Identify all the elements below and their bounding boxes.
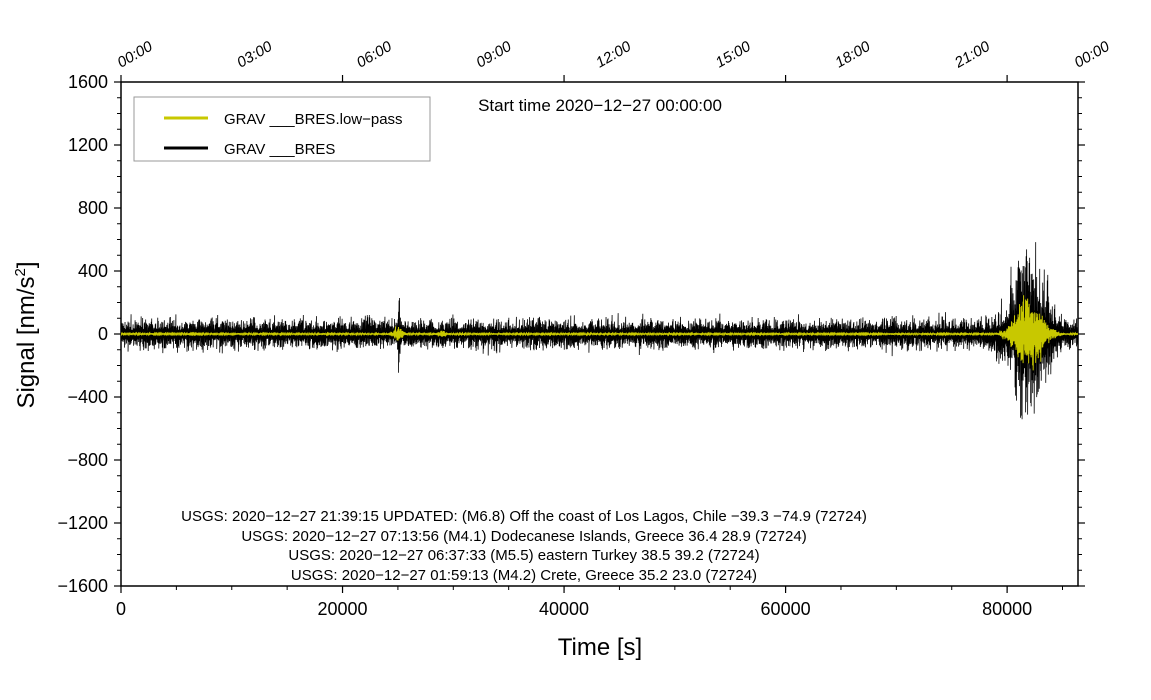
- event-annotations: USGS: 2020−12−27 21:39:15 UPDATED: (M6.8…: [181, 508, 867, 584]
- x-tick-label: 80000: [982, 599, 1032, 619]
- legend-label-raw: GRAV ___BRES: [224, 141, 335, 158]
- event-annotation: USGS: 2020−12−27 07:13:56 (M4.1) Dodecan…: [241, 528, 806, 545]
- x-tick-label: 20000: [317, 599, 367, 619]
- top-tick-label: 12:00: [593, 38, 635, 72]
- top-tick-label: 00:00: [1072, 38, 1114, 72]
- x-tick-label: 0: [116, 599, 126, 619]
- event-annotation: USGS: 2020−12−27 21:39:15 UPDATED: (M6.8…: [181, 508, 867, 525]
- x-tick-label: 40000: [539, 599, 589, 619]
- top-tick-label: 03:00: [234, 38, 276, 72]
- legend-box: [133, 96, 431, 162]
- x-axis: 0 20000 40000 60000 80000: [116, 75, 1063, 619]
- event-annotation: USGS: 2020−12−27 06:37:33 (M5.5) eastern…: [288, 547, 759, 564]
- y-tick-label: −800: [67, 450, 108, 470]
- y-tick-label: 400: [78, 261, 108, 281]
- top-tick-label: 15:00: [713, 38, 755, 72]
- y-tick-label: 1200: [68, 135, 108, 155]
- y-tick-label: −1200: [57, 513, 108, 533]
- top-tick-label: 00:00: [115, 38, 157, 72]
- y-axis-title: Signal [nm/s2]: [12, 261, 40, 408]
- y-tick-label: 0: [98, 324, 108, 344]
- y-tick-label: 800: [78, 198, 108, 218]
- series-raw-trace: [121, 242, 1078, 420]
- plot-area: [121, 242, 1078, 420]
- series-lowpass-trace: [121, 295, 1078, 371]
- top-tick-label: 18:00: [832, 38, 874, 72]
- event-annotation: USGS: 2020−12−27 01:59:13 (M4.2) Crete, …: [291, 567, 757, 584]
- y-tick-label: −1600: [57, 576, 108, 596]
- top-tick-label: 21:00: [951, 38, 993, 72]
- legend: GRAV ___BRES.low−pass GRAV ___BRES: [133, 96, 431, 162]
- start-time-label: Start time 2020−12−27 00:00:00: [478, 96, 722, 115]
- y-tick-label: 1600: [68, 72, 108, 92]
- top-time-axis: 00:00 03:00 06:00 09:00 12:00 15:00 18:00 21:00…: [115, 38, 1114, 72]
- top-tick-label: 06:00: [354, 38, 396, 72]
- y-tick-label: −400: [67, 387, 108, 407]
- x-tick-label: 60000: [761, 599, 811, 619]
- y-axis: 1600 1200 800 400 0 −400 −800 −1200 −1600: [57, 72, 1085, 596]
- top-tick-label: 09:00: [473, 38, 515, 72]
- legend-label-lowpass: GRAV ___BRES.low−pass: [224, 111, 403, 128]
- x-axis-title: Time [s]: [558, 634, 642, 661]
